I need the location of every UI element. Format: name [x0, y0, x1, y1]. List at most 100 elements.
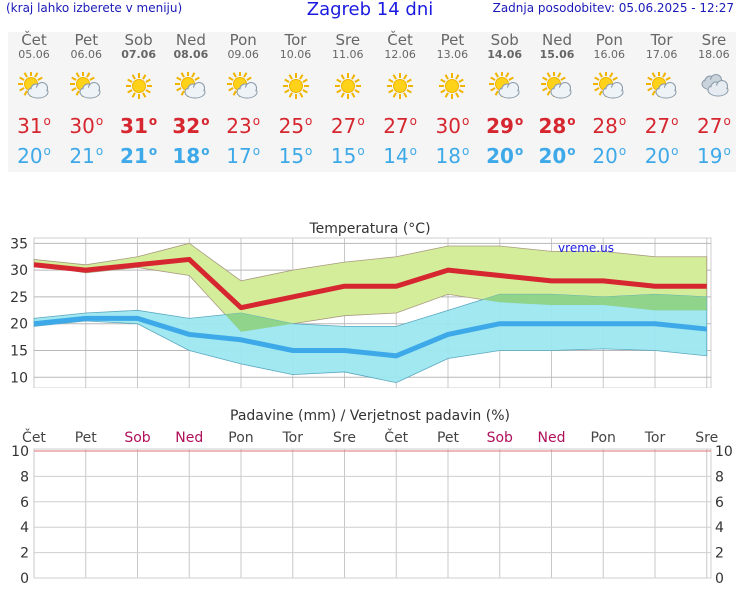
y-tick-label: 30 — [10, 263, 28, 279]
max-temp: 25o — [278, 114, 313, 138]
y-tick-label: 6 — [20, 495, 29, 511]
y-tick-label-right: 8 — [715, 469, 724, 485]
max-temp: 27o — [696, 114, 731, 138]
x-tick-label: Čet — [384, 428, 408, 446]
min-temp: 15o — [278, 144, 313, 168]
x-tick-label: Pet — [75, 430, 98, 446]
day-name: Čet — [387, 31, 413, 49]
day-column[interactable]: Pet 06.06 30o 21o — [60, 32, 112, 169]
y-tick-label: 20 — [10, 317, 28, 333]
page-title: Zagreb 14 dni — [306, 0, 434, 20]
precip-probability-label: 5% — [21, 583, 46, 586]
plot-area — [33, 448, 712, 579]
y-tick-label: 0 — [20, 571, 29, 586]
day-column[interactable]: Tor 10.06 25o 15o — [270, 31, 322, 169]
y-tick-label: 35 — [10, 236, 28, 252]
day-date: 13.06 — [436, 48, 469, 61]
y-tick-label-right: 0 — [715, 571, 724, 586]
y-tick-label: 8 — [20, 469, 29, 485]
precip-probability-label: 0% — [73, 583, 98, 586]
last-update: Zadnja posodobitev: 05.06.2025 - 12:27 — [492, 1, 734, 15]
day-column[interactable]: Sre 11.06 27o 15o — [322, 31, 374, 169]
max-temp: 29o — [486, 114, 524, 138]
partly-cloudy-icon — [645, 72, 677, 99]
precip-probability-label: 15% — [430, 583, 466, 586]
day-column[interactable]: Pon 09.06 23o 17o — [217, 32, 269, 169]
min-temp-line — [33, 315, 708, 359]
day-column[interactable]: Sob 07.06 31o 21o — [113, 31, 165, 169]
x-tick-label: Ned — [538, 430, 566, 446]
day-column[interactable]: Tor 17.06 27o 20o — [636, 31, 688, 169]
day-date: 16.06 — [593, 48, 626, 61]
max-temp: 27o — [383, 114, 417, 138]
sun-icon — [334, 73, 361, 99]
day-column[interactable]: Pon 16.06 28o 20o — [583, 31, 635, 169]
day-name: Sre — [335, 31, 361, 49]
day-column[interactable]: Čet 12.06 27o 14o — [374, 31, 426, 169]
x-tick-label: Sob — [487, 430, 513, 446]
min-temp: 15o — [330, 144, 365, 168]
max-temp-line — [33, 256, 707, 311]
day-name: Sre — [701, 31, 727, 49]
max-temp: 27o — [644, 114, 679, 138]
min-temp: 14o — [383, 144, 417, 168]
min-temp: 21o — [69, 144, 104, 168]
day-name: Sob — [490, 31, 519, 49]
watermark: vreme.us — [558, 241, 614, 255]
day-name: Pet — [440, 31, 465, 49]
page-header: (kraj lahko izberete v meniju) Zagreb 14… — [0, 0, 740, 20]
day-date: 14.06 — [487, 48, 523, 61]
max-temp: 27o — [330, 114, 365, 138]
y-tick-label: 10 — [11, 444, 29, 460]
min-temp: 20o — [538, 144, 576, 168]
sun-icon — [387, 73, 414, 99]
location-menu-hint[interactable]: (kraj lahko izberete v meniju) — [6, 1, 183, 15]
day-date: 12.06 — [384, 48, 416, 61]
min-temp: 19o — [696, 144, 731, 168]
precip-probability-label: 10% — [171, 583, 207, 586]
x-tick-label: Sre — [333, 430, 356, 446]
day-date: 18.06 — [698, 48, 730, 61]
day-name: Sob — [124, 31, 153, 49]
partly-cloudy-icon — [18, 72, 49, 99]
cloudy-icon — [701, 74, 729, 97]
y-tick-label-right: 4 — [715, 520, 724, 536]
day-column[interactable]: Čet 05.06 31o 20o — [8, 32, 60, 169]
max-temp: 31o — [17, 114, 51, 138]
day-column[interactable]: Pet 13.06 30o 18o — [426, 31, 478, 169]
partly-cloudy-icon — [488, 72, 520, 99]
day-name: Tor — [284, 31, 307, 49]
precip-probability-label: 15% — [275, 583, 311, 586]
partly-cloudy-icon — [593, 72, 624, 99]
day-column[interactable]: Sre 18.06 27o 19o — [688, 31, 740, 169]
day-name: Pon — [595, 31, 623, 49]
chart-title: Padavine (mm) / Verjetnost padavin (%) — [230, 408, 510, 424]
y-tick-label-right: 6 — [715, 495, 724, 511]
day-name: Tor — [650, 31, 673, 49]
sun-icon — [439, 73, 466, 99]
day-column[interactable]: Ned 08.06 32o 18o — [165, 32, 217, 169]
precip-probability-label: 45% — [534, 583, 570, 586]
temperature-chart: 10 15 20 25 30 35 Temperatura (°C) vreme.us — [10, 221, 712, 388]
x-tick-label: Ned — [175, 430, 203, 446]
y-tick-label: 15 — [10, 344, 28, 360]
y-tick-label: 4 — [20, 520, 29, 536]
max-temp: 23o — [226, 114, 261, 138]
x-tick-label: Tor — [282, 430, 304, 446]
min-temp: 20o — [486, 144, 524, 168]
max-temp: 32o — [172, 114, 210, 138]
precip-probability-label: 10% — [327, 583, 363, 586]
day-name: Ned — [542, 31, 572, 49]
partly-cloudy-icon — [541, 72, 572, 99]
chart-title: Temperatura (°C) — [308, 221, 430, 237]
min-temp: 20o — [592, 144, 627, 168]
day-column[interactable]: Sob 14.06 29o 20o — [479, 31, 531, 169]
x-tick-label: Pet — [437, 430, 460, 446]
sun-icon — [282, 73, 309, 99]
min-temp: 18o — [172, 144, 210, 168]
sun-icon — [125, 73, 152, 99]
precip-probability-label: 45% — [689, 583, 725, 586]
precip-probability-label: 0% — [125, 583, 150, 586]
day-column[interactable]: Ned 15.06 28o 20o — [531, 31, 583, 169]
partly-cloudy-icon — [174, 72, 206, 99]
